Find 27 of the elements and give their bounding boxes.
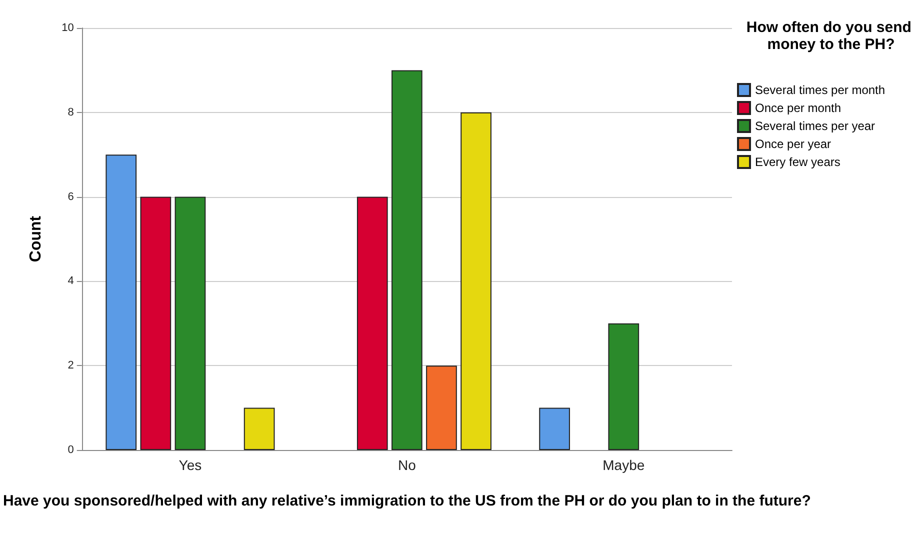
bar [460,112,492,450]
bar [106,154,137,450]
y-tick-label: 4 [68,275,74,288]
y-tick-label: 10 [62,22,74,34]
bar [608,323,640,450]
legend-label: Every few years [755,155,840,169]
x-tick-label: Maybe [602,457,645,473]
y-tick-label: 6 [68,190,74,203]
legend-label: Several times per year [755,119,876,133]
bar [174,196,206,450]
y-axis-title: Count [27,215,44,262]
legend-label: Once per month [755,101,842,115]
y-tick-label: 0 [68,444,74,456]
bar [140,196,172,450]
bar [392,70,422,450]
x-tick-label: No [398,457,416,473]
x-axis-title: Have you sponsored/helped with any relative’s immigration to the US from the PH or do you plan to in the future? [2,492,811,510]
x-tick-label: Yes [178,457,202,473]
legend-label: Once per year [755,137,832,151]
bar [426,366,457,450]
bar [539,408,570,450]
legend-title: How often do you send money to the PH? [746,19,916,53]
y-tick-label: 2 [68,360,74,372]
legend-label: Several times per month [755,83,886,97]
bar [244,408,275,450]
y-tick-label: 8 [68,106,74,118]
bar [356,196,388,450]
